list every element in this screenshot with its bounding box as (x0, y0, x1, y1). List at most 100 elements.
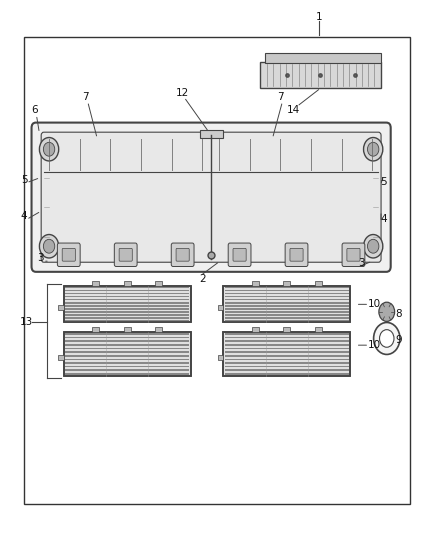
Text: 6: 6 (32, 106, 39, 115)
Bar (24, 37, 410, 504)
Text: 3: 3 (358, 259, 365, 268)
Bar (65, 302, 189, 303)
FancyBboxPatch shape (119, 248, 132, 261)
FancyBboxPatch shape (57, 243, 80, 266)
FancyBboxPatch shape (228, 243, 251, 266)
Circle shape (364, 138, 383, 161)
Text: 8: 8 (395, 310, 402, 319)
FancyBboxPatch shape (285, 243, 308, 266)
Bar (65, 333, 189, 335)
Bar (92, 281, 99, 286)
FancyBboxPatch shape (347, 248, 360, 261)
Bar (225, 373, 349, 375)
Bar (64, 332, 191, 376)
Bar (225, 369, 349, 371)
FancyBboxPatch shape (260, 62, 381, 88)
Bar (65, 351, 189, 353)
Circle shape (43, 142, 55, 156)
FancyBboxPatch shape (200, 130, 223, 138)
FancyBboxPatch shape (171, 243, 194, 266)
Bar (225, 341, 349, 342)
Bar (124, 281, 131, 286)
Bar (223, 286, 350, 322)
FancyBboxPatch shape (176, 248, 189, 261)
Circle shape (374, 322, 400, 354)
Bar (283, 327, 290, 332)
Bar (124, 327, 131, 332)
Bar (65, 344, 189, 345)
Circle shape (367, 239, 379, 253)
FancyBboxPatch shape (342, 243, 365, 266)
Text: 1: 1 (315, 12, 322, 22)
Text: 3: 3 (37, 253, 44, 263)
Bar (65, 308, 189, 310)
Bar (155, 327, 162, 332)
Circle shape (39, 138, 59, 161)
Bar (65, 369, 189, 371)
Bar (92, 327, 99, 332)
Bar (65, 314, 189, 316)
FancyBboxPatch shape (290, 248, 303, 261)
Bar (223, 332, 350, 376)
Text: 4: 4 (380, 214, 387, 224)
Bar (225, 293, 349, 294)
Text: 14: 14 (286, 106, 300, 115)
Bar (65, 305, 189, 306)
Text: 9: 9 (395, 335, 402, 345)
Bar (225, 311, 349, 312)
Circle shape (379, 302, 395, 321)
Bar (283, 281, 290, 286)
Bar (58, 355, 64, 360)
FancyBboxPatch shape (32, 123, 391, 272)
Bar (64, 332, 191, 376)
Bar (225, 296, 349, 297)
Bar (223, 332, 350, 376)
Bar (225, 302, 349, 303)
Bar (225, 290, 349, 292)
Bar (225, 317, 349, 319)
Text: 7: 7 (277, 92, 284, 102)
Bar (65, 296, 189, 297)
Text: 2: 2 (199, 274, 206, 284)
Bar (223, 286, 350, 322)
Circle shape (39, 235, 59, 258)
Text: 5: 5 (380, 177, 387, 187)
Text: 10: 10 (368, 340, 381, 350)
Bar (225, 287, 349, 288)
Bar (225, 355, 349, 357)
Text: 5: 5 (21, 175, 28, 184)
Bar (65, 359, 189, 360)
FancyBboxPatch shape (233, 248, 246, 261)
Text: 4: 4 (21, 212, 28, 221)
Bar (64, 286, 191, 322)
Bar (218, 305, 223, 310)
Bar (65, 366, 189, 367)
Circle shape (43, 239, 55, 253)
Bar (64, 286, 191, 322)
Bar (225, 359, 349, 360)
Bar (225, 333, 349, 335)
Bar (225, 314, 349, 316)
Bar (65, 293, 189, 294)
Bar (225, 366, 349, 367)
Bar (315, 281, 322, 286)
FancyBboxPatch shape (114, 243, 137, 266)
Bar (225, 344, 349, 345)
Bar (225, 320, 349, 321)
Bar (65, 317, 189, 319)
Bar (65, 287, 189, 288)
Bar (251, 281, 258, 286)
Bar (65, 290, 189, 292)
Bar (315, 327, 322, 332)
Bar (58, 305, 64, 310)
Bar (65, 320, 189, 321)
Bar (65, 348, 189, 349)
Bar (65, 373, 189, 375)
Bar (225, 351, 349, 353)
Bar (225, 308, 349, 310)
Bar (225, 348, 349, 349)
Text: 7: 7 (82, 92, 89, 102)
Bar (225, 299, 349, 301)
FancyBboxPatch shape (41, 132, 381, 262)
Circle shape (367, 142, 379, 156)
